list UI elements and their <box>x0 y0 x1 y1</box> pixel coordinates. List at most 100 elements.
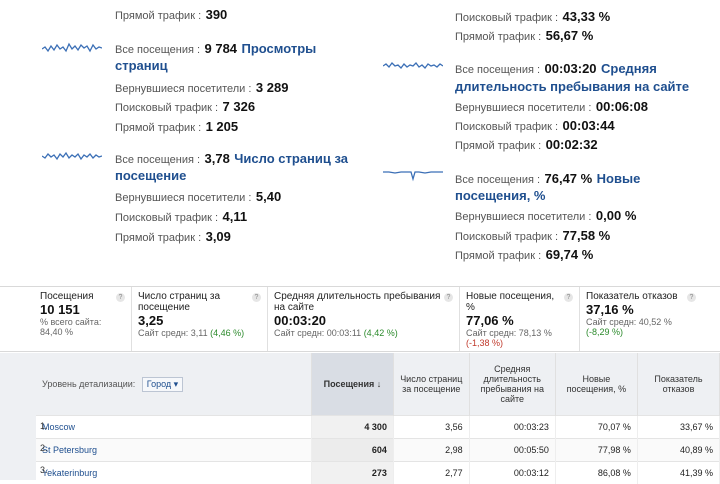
metric-value: 00:03:20 <box>545 61 597 76</box>
pages-per-visit-returning-row: Вернувшиеся посетители : 5,40 <box>115 188 281 206</box>
metric-label: Прямой трафик : <box>115 232 201 244</box>
visits-cell: 4 300 <box>311 416 393 439</box>
pages-per-visit-all-row: Все посещения : 3,78 Число страниц за <box>115 150 348 168</box>
dimension-header: Уровень детализации: Город ▾ <box>36 353 311 416</box>
metric-value: 43,33 % <box>563 9 611 24</box>
summary-value: 00:03:20 <box>274 313 453 328</box>
bounce-cell: 40,89 % <box>637 439 719 462</box>
pages-per-visit-title-link[interactable]: Число страниц за <box>234 151 348 166</box>
table-row[interactable]: St Petersburg 604 2,98 00:05:50 77,98 % … <box>36 439 720 462</box>
help-icon[interactable]: ? <box>687 293 696 302</box>
summary-site-avg: Сайт средн: 40,52 % <box>586 317 714 327</box>
col-header-duration[interactable]: Средняя длительность пребывания на сайте <box>469 353 555 416</box>
city-cell: Moscow <box>36 416 311 439</box>
visits-cell: 273 <box>311 462 393 484</box>
table-header-row: Уровень детализации: Город ▾ Посещения ↓… <box>36 353 720 416</box>
city-cell: Yekaterinburg <box>36 462 311 484</box>
duration-cell: 00:05:50 <box>469 439 555 462</box>
summary-site-avg: Сайт средн: 78,13 % <box>466 328 573 338</box>
metric-value: 1 205 <box>206 119 239 134</box>
table-left-gutter <box>0 353 36 480</box>
summary-delta: (4,42 %) <box>364 328 398 338</box>
metric-label: Прямой трафик : <box>115 122 201 134</box>
metric-label: Все посещения : <box>115 154 200 166</box>
duration-cell: 00:03:12 <box>469 462 555 484</box>
avg-duration-direct-row: Прямой трафик : 00:02:32 <box>455 136 598 154</box>
bounce-cell: 33,67 % <box>637 416 719 439</box>
avg-duration-search-row: Поисковый трафик : 00:03:44 <box>455 117 615 135</box>
summary-card-new-visits[interactable]: Новые посещения, % 77,06 % Сайт средн: 7… <box>460 287 580 351</box>
new-visits-cell: 70,07 % <box>555 416 637 439</box>
summary-sub: Сайт средн: 3,11 (4,46 %) <box>138 328 261 338</box>
row-number: 1. <box>40 421 48 431</box>
dimension-select[interactable]: Город ▾ <box>142 377 183 392</box>
summary-delta: (-1,38 %) <box>466 338 573 348</box>
new-visits-title-link-2[interactable]: посещения, % <box>455 188 546 203</box>
data-table: Уровень детализации: Город ▾ Посещения ↓… <box>36 353 720 484</box>
pages-per-visit-sparkline[interactable] <box>42 148 102 164</box>
metric-value: 77,58 % <box>563 228 611 243</box>
dimension-label: Уровень детализации: <box>42 379 135 389</box>
metric-value: 5,40 <box>256 189 281 204</box>
metric-label: Вернувшиеся посетители : <box>455 102 591 114</box>
city-link[interactable]: St Petersburg <box>42 445 97 455</box>
pageviews-all-row: Все посещения : 9 784 Просмотры <box>115 40 316 58</box>
metric-value: 4,11 <box>223 209 248 224</box>
new-visits-direct-row: Прямой трафик : 69,74 % <box>455 246 593 264</box>
col-header-visits[interactable]: Посещения ↓ <box>311 353 393 416</box>
summary-site-avg: Сайт средн: 3,11 <box>138 328 208 338</box>
summary-title: Новые посещения, % <box>466 291 558 313</box>
pages-per-visit-search-row: Поисковый трафик : 4,11 <box>115 208 247 226</box>
help-icon[interactable]: ? <box>252 293 261 302</box>
pageviews-search-row: Поисковый трафик : 7 326 <box>115 98 255 116</box>
col-header-bounce[interactable]: Показатель отказов <box>637 353 719 416</box>
summary-card-pages-per-visit[interactable]: Число страниц за посещение 3,25 Сайт сре… <box>132 287 268 351</box>
help-icon[interactable]: ? <box>444 293 453 302</box>
metric-value: 9 784 <box>205 41 238 56</box>
row-number: 3. <box>40 465 48 475</box>
chevron-down-icon: ▾ <box>174 379 179 389</box>
pageviews-title-link[interactable]: Просмотры <box>242 41 317 56</box>
city-cell: St Petersburg <box>36 439 311 462</box>
right-top-search-row: Поисковый трафик : 43,33 % <box>455 8 610 26</box>
col-header-pages[interactable]: Число страниц за посещение <box>393 353 469 416</box>
pageviews-title-link-2[interactable]: страниц <box>115 58 168 73</box>
metric-value: 3,09 <box>206 229 231 244</box>
summary-value: 37,16 % <box>586 302 714 317</box>
metric-label: Поисковый трафик : <box>115 212 218 224</box>
summary-sub: 84,40 % <box>40 327 125 337</box>
duration-cell: 00:03:23 <box>469 416 555 439</box>
new-visits-cell: 86,08 % <box>555 462 637 484</box>
avg-duration-title-link-2[interactable]: длительность пребывания на сайте <box>455 79 689 94</box>
avg-duration-returning-row: Вернувшиеся посетители : 00:06:08 <box>455 98 648 116</box>
new-visits-returning-row: Вернувшиеся посетители : 0,00 % <box>455 207 636 225</box>
summary-card-avg-duration[interactable]: Средняя длительность пребывания на сайте… <box>268 287 460 351</box>
metric-value: 390 <box>206 7 228 22</box>
avg-duration-sparkline[interactable] <box>383 58 443 74</box>
col-header-new-visits[interactable]: Новые посещения, % <box>555 353 637 416</box>
summary-value: 77,06 % <box>466 313 573 328</box>
new-visits-sparkline[interactable] <box>383 166 443 182</box>
table-row[interactable]: Moscow 4 300 3,56 00:03:23 70,07 % 33,67… <box>36 416 720 439</box>
metric-label: Все посещения : <box>455 174 540 186</box>
right-top-direct-row: Прямой трафик : 56,67 % <box>455 27 593 45</box>
metric-value: 7 326 <box>223 99 256 114</box>
summary-delta: (-8,29 %) <box>586 327 714 337</box>
bounce-cell: 41,39 % <box>637 462 719 484</box>
pageviews-sparkline[interactable] <box>42 40 102 56</box>
metric-label: Все посещения : <box>455 64 540 76</box>
help-icon[interactable]: ? <box>564 293 573 302</box>
new-visits-title-link[interactable]: Новые <box>597 171 641 186</box>
table-row[interactable]: Yekaterinburg 273 2,77 00:03:12 86,08 % … <box>36 462 720 484</box>
summary-card-visits[interactable]: Посещения 10 151 % всего сайта: 84,40 % … <box>34 287 132 351</box>
help-icon[interactable]: ? <box>116 293 125 302</box>
pages-cell: 3,56 <box>393 416 469 439</box>
summary-title: Посещения <box>40 291 125 302</box>
visits-cell: 604 <box>311 439 393 462</box>
summary-card-bounce-rate[interactable]: Показатель отказов 37,16 % Сайт средн: 4… <box>580 287 720 351</box>
new-visits-all-row: Все посещения : 76,47 % Новые <box>455 170 640 188</box>
pages-per-visit-title-link-2[interactable]: посещение <box>115 168 186 183</box>
metric-value: 0,00 % <box>596 208 636 223</box>
avg-duration-title-link[interactable]: Средняя <box>601 61 657 76</box>
city-link[interactable]: Yekaterinburg <box>42 468 97 478</box>
